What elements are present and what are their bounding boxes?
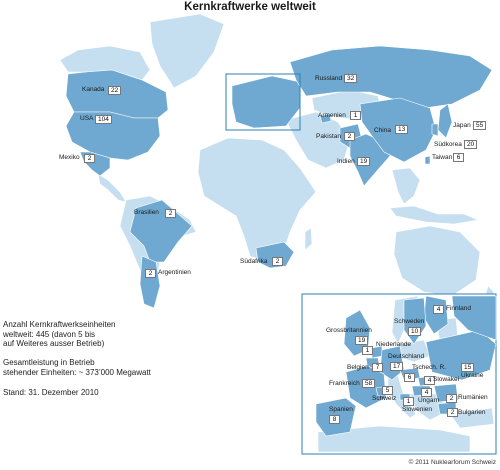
count-usa: 104 <box>95 115 112 124</box>
label-schweden: Schweden <box>394 318 425 325</box>
capacity-note-line2: stehender Einheiten: ~ 373’000 Megawatt <box>3 367 151 377</box>
count-mexiko: 2 <box>84 154 95 163</box>
region-russland-inset <box>451 295 497 341</box>
units-note-line2: weltweit: 445 (davon 5 bis <box>3 329 96 339</box>
count-brasilien: 2 <box>165 209 176 218</box>
label-china: China <box>374 127 391 134</box>
count-rumaenien: 2 <box>446 394 457 403</box>
label-ungarn: Ungarn <box>418 397 440 404</box>
count-ukraine: 15 <box>461 363 475 372</box>
label-usa: USA <box>80 115 94 122</box>
count-kanada: 22 <box>108 86 122 95</box>
count-tschech: 6 <box>404 373 415 382</box>
landmass-greenland <box>149 13 225 89</box>
label-spanien: Spanien <box>329 406 353 413</box>
label-ukraine: Ukraine <box>461 372 484 379</box>
region-suedafrika <box>255 241 295 269</box>
label-rumaenien: Rumänien <box>458 394 488 401</box>
count-schweden: 10 <box>408 327 422 336</box>
count-belgien: 7 <box>372 363 383 372</box>
nuclear-layer <box>65 45 493 309</box>
label-japan: Japan <box>453 122 471 129</box>
region-usa <box>65 111 161 161</box>
map-title: Kernkraftwerke weltweit <box>184 1 316 13</box>
region-europa <box>231 75 301 129</box>
capacity-note: Gesamtleistung in Betrieb stehender Einh… <box>3 358 151 377</box>
count-spanien: 8 <box>329 415 340 424</box>
label-kanada: Kanada <box>82 86 105 93</box>
landmass-indonesia <box>389 205 480 225</box>
label-schweiz: Schweiz <box>372 395 397 402</box>
count-frankreich: 58 <box>362 379 376 388</box>
label-frankreich: Frankreich <box>329 380 360 387</box>
count-niederlande: 1 <box>362 346 373 355</box>
count-taiwan: 6 <box>453 153 464 162</box>
label-niederlande: Niederlande <box>376 341 412 348</box>
units-note-line3: auf Weiteres ausser Betrieb) <box>3 339 105 348</box>
units-note: Anzahl Kernkraftwerkseinheiten weltweit:… <box>3 320 116 349</box>
count-suedafrika: 2 <box>272 257 283 266</box>
landmass-north-africa <box>317 425 471 453</box>
label-pakistan: Pakistan <box>316 133 341 140</box>
label-finnland: Finnland <box>446 305 471 312</box>
label-brasilien: Brasilien <box>134 209 159 216</box>
count-finnland: 4 <box>433 305 444 314</box>
region-russland <box>289 45 493 109</box>
label-armenien: Armenien <box>318 112 346 119</box>
count-argentinien: 2 <box>145 269 156 278</box>
region-suedkorea <box>431 123 439 137</box>
label-indien: Indien <box>337 158 355 165</box>
label-bulgarien: Bulgarien <box>458 409 486 416</box>
landmass-africa <box>197 137 317 263</box>
label-slowenien: Slowenien <box>402 406 432 413</box>
region-taiwan <box>424 155 431 165</box>
landmass-balkans <box>409 393 447 421</box>
count-deutschland: 17 <box>390 362 404 371</box>
count-indien: 19 <box>357 157 371 166</box>
count-grossbritannien: 19 <box>355 336 369 345</box>
count-ungarn: 4 <box>421 388 432 397</box>
credit-text: © 2011 Nuklearforum Schweiz <box>408 459 496 466</box>
label-taiwan: Taiwan <box>432 154 453 161</box>
landmass-central-america <box>97 173 127 203</box>
label-belgien: Belgien <box>347 364 369 371</box>
count-slowenien: 1 <box>403 397 414 406</box>
label-suedafrika: Südafrika <box>240 258 268 265</box>
count-pakistan: 2 <box>344 132 355 141</box>
europe-locator-frame <box>225 73 301 131</box>
label-tschech: Tschech. R. <box>412 364 446 371</box>
landmass-turkey <box>449 407 495 429</box>
count-bulgarien: 2 <box>447 408 458 417</box>
date-note: Stand: 31. Dezember 2010 <box>3 388 99 397</box>
label-mexiko: Mexiko <box>59 154 80 161</box>
count-slowakei: 4 <box>424 376 435 385</box>
label-argentinien: Argentinien <box>158 269 191 276</box>
capacity-note-line1: Gesamtleistung in Betrieb <box>3 358 95 367</box>
label-russland: Russland <box>315 75 343 82</box>
region-armenien <box>319 113 332 124</box>
region-brasilien <box>129 199 193 263</box>
landmass-madagascar <box>304 227 313 251</box>
count-armenien: 1 <box>350 111 361 120</box>
count-suedkorea: 20 <box>464 140 478 149</box>
label-deutschland: Deutschland <box>388 353 425 360</box>
landmass-australia <box>393 225 481 297</box>
label-grossbritannien: Grossbritannien <box>326 327 372 334</box>
label-slowakei: Slowakei <box>433 376 460 383</box>
region-japan <box>437 103 453 139</box>
landmass-southeast-asia <box>391 167 421 205</box>
units-note-line1: Anzahl Kernkraftwerkseinheiten <box>3 320 116 329</box>
count-japan: 55 <box>473 121 487 130</box>
count-schweiz: 5 <box>382 386 393 395</box>
count-china: 13 <box>395 125 409 134</box>
count-russland: 32 <box>344 74 358 83</box>
label-suedkorea: Südkorea <box>434 141 462 148</box>
landmass-north-america-rest <box>59 45 151 81</box>
